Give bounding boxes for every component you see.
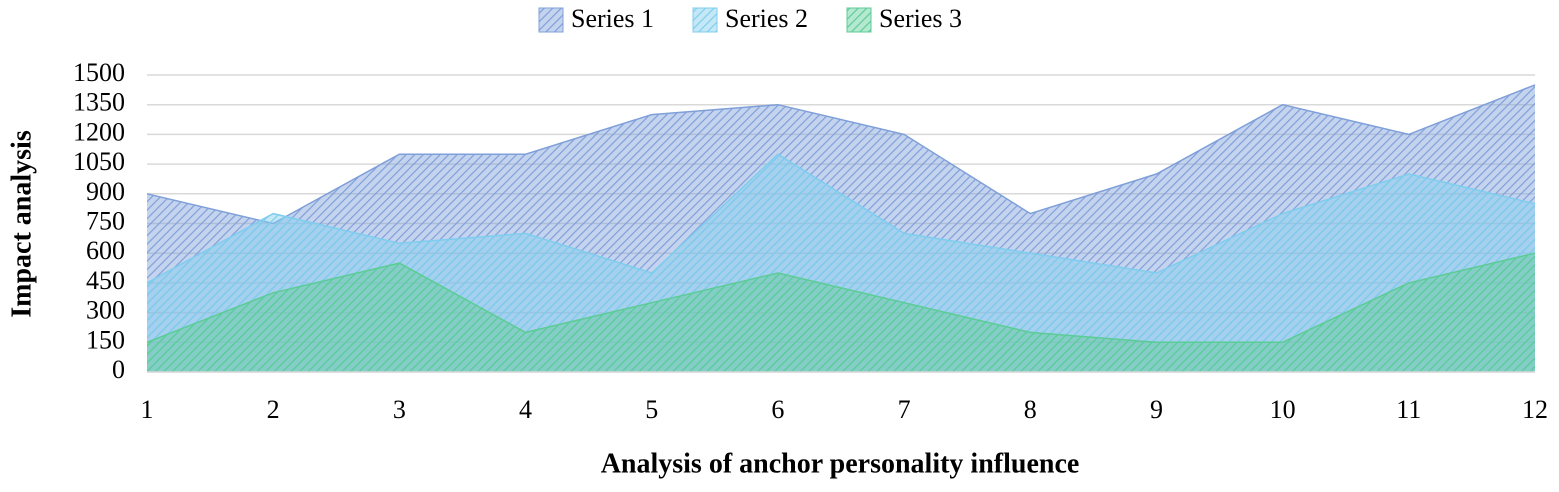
area-line [146, 84, 1536, 225]
y-tick-label: 450 [86, 266, 125, 295]
x-tick-label: 4 [519, 395, 532, 424]
y-tick-label: 750 [86, 206, 125, 235]
area-line [146, 252, 1536, 344]
x-tick-label: 9 [1150, 395, 1163, 424]
x-tick-label: 10 [1270, 395, 1296, 424]
y-tick-label: 1200 [73, 117, 125, 146]
y-tick-label: 1350 [73, 88, 125, 117]
y-tick-label: 900 [86, 177, 125, 206]
y-tick-label: 1500 [73, 58, 125, 87]
x-axis-title: Analysis of anchor personality influence [601, 448, 1080, 479]
y-axis-title: Impact analysis [6, 130, 37, 318]
y-tick-label: 300 [86, 296, 125, 325]
x-tick-label: 12 [1522, 395, 1548, 424]
y-tick-label: 600 [86, 236, 125, 265]
legend-swatch [846, 7, 872, 33]
legend-label: Series 2 [725, 4, 808, 33]
legend-label: Series 3 [879, 4, 962, 33]
x-tick-label: 3 [393, 395, 406, 424]
area-line [146, 153, 1536, 284]
legend-swatch [692, 7, 718, 33]
x-tick-label: 8 [1024, 395, 1037, 424]
x-tick-label: 5 [645, 395, 658, 424]
x-tick-label: 1 [141, 395, 154, 424]
x-tick-label: 7 [898, 395, 911, 424]
legend-swatch [538, 7, 564, 33]
x-tick-label: 2 [267, 395, 280, 424]
legend-label: Series 1 [571, 4, 654, 33]
y-tick-label: 0 [112, 355, 125, 384]
y-tick-label: 150 [86, 325, 125, 354]
y-tick-label: 1050 [73, 147, 125, 176]
x-tick-label: 6 [771, 395, 784, 424]
x-tick-label: 11 [1396, 395, 1421, 424]
